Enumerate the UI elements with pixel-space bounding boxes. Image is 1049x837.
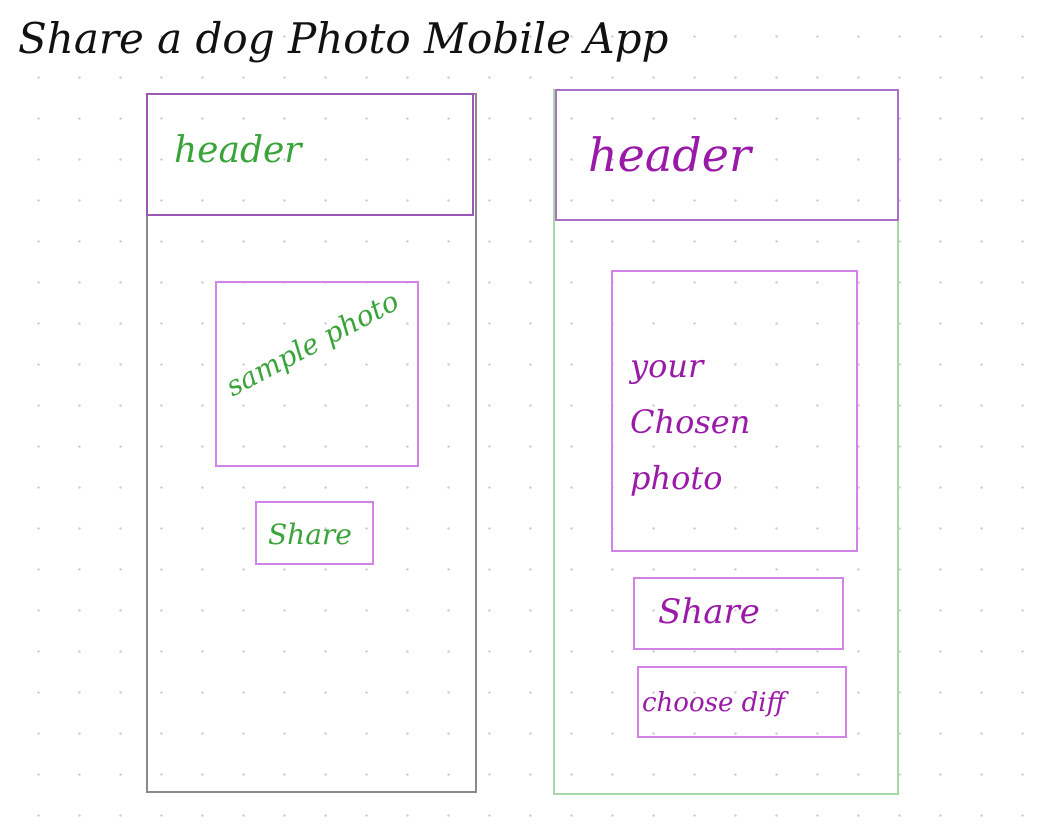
header-label-chosen: header (588, 128, 751, 182)
choose-diff-button[interactable] (637, 666, 847, 738)
header-label-sample: header (174, 130, 302, 171)
header-box-sample (146, 93, 474, 216)
chosen-photo-placeholder (611, 270, 858, 552)
share-button-chosen[interactable] (633, 577, 844, 650)
header-box-chosen (555, 89, 899, 221)
chosen-photo-label: your Chosen photo (630, 347, 751, 497)
share-button-label-chosen: Share (658, 592, 760, 632)
sample-photo-placeholder (215, 281, 419, 467)
page-title: Share a dog Photo Mobile App (18, 14, 669, 63)
choose-diff-button-label: choose diff (642, 688, 785, 718)
share-button-label-sample: Share (268, 518, 352, 551)
share-button-sample[interactable] (255, 501, 374, 565)
